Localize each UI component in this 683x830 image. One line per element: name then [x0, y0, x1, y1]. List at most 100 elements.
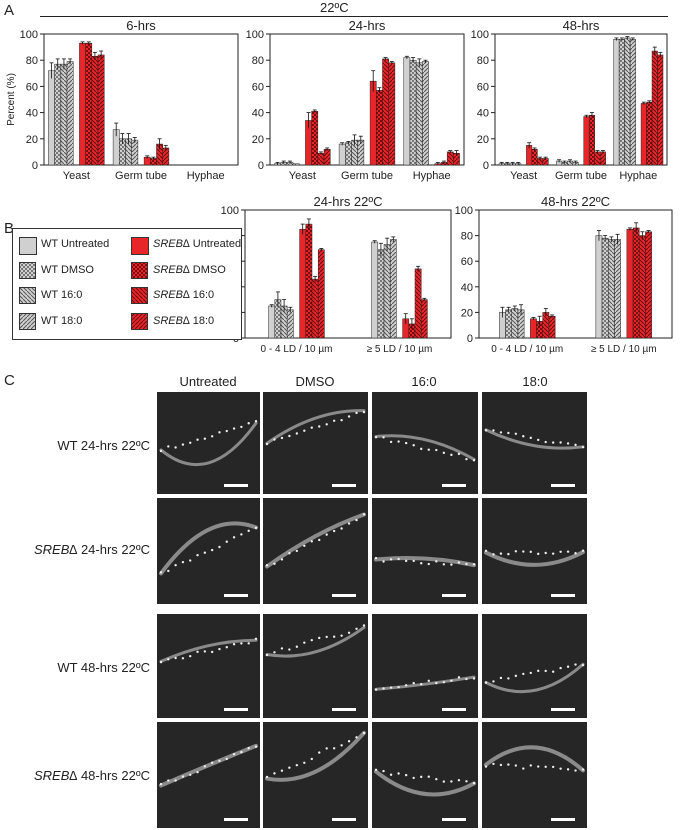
lipid-droplet	[218, 647, 221, 651]
chart-legend: WT Untreated SREB∆ Untreated WT DMSO SRE…	[12, 228, 242, 340]
lipid-droplet	[210, 650, 214, 654]
lipid-droplet	[295, 763, 299, 767]
lipid-droplet	[325, 747, 328, 750]
lipid-droplet	[522, 435, 525, 438]
plot-frame	[269, 33, 465, 166]
lipid-droplet	[347, 522, 351, 525]
bar	[345, 142, 352, 166]
lipid-droplet	[318, 751, 321, 754]
y-tick-label: 40	[26, 108, 38, 120]
lipid-droplet	[492, 762, 495, 766]
lipid-droplet	[318, 538, 321, 542]
lipid-droplet	[522, 672, 525, 676]
hypha-drawing	[159, 743, 258, 788]
lipid-droplet	[240, 425, 243, 429]
lipid-droplet	[218, 431, 221, 434]
x-category-label: ≥ 5 LD / 10 µm	[591, 344, 657, 355]
micrograph-image	[263, 722, 368, 828]
lipid-droplet	[196, 770, 199, 774]
lipid-droplet	[529, 764, 532, 767]
scale-bar	[224, 818, 248, 821]
lipid-droplet	[254, 420, 258, 423]
lipid-droplet	[574, 443, 577, 447]
lipid-droplet	[559, 666, 562, 670]
lipid-droplet	[196, 650, 199, 654]
hypha-filament	[159, 521, 258, 576]
lipid-droplet	[225, 757, 228, 761]
lipid-droplet	[529, 436, 532, 440]
lipid-droplet	[522, 767, 525, 770]
bar	[645, 231, 652, 339]
lipid-droplet	[427, 448, 430, 451]
lipid-droplet	[499, 763, 503, 767]
micrograph-image	[157, 722, 260, 828]
lipid-droplet	[159, 571, 163, 574]
x-category-label: Germ tube	[341, 170, 393, 182]
legend-label-sreb-16: SREB∆ 16:0	[153, 289, 215, 301]
lipid-droplet	[265, 563, 269, 567]
lipid-droplet	[507, 431, 510, 435]
hypha-drawing	[159, 521, 258, 576]
bar	[268, 305, 276, 339]
lipid-droplet	[280, 769, 284, 772]
lipid-droplet	[303, 761, 306, 765]
scale-bar	[332, 708, 356, 711]
lipid-droplet	[310, 638, 313, 642]
lipid-droplet	[265, 442, 269, 446]
lipid-droplet	[332, 529, 336, 533]
lipid-droplet	[280, 436, 284, 440]
bar	[422, 61, 429, 166]
lipid-droplet	[167, 779, 170, 782]
temperature-header: 22ºC	[320, 0, 349, 15]
lipid-droplet	[189, 441, 192, 444]
lipid-droplet	[347, 631, 351, 635]
lipid-droplet	[288, 648, 291, 651]
lipid-droplet	[544, 440, 547, 444]
lipid-droplet	[240, 533, 243, 536]
lipid-droplet	[492, 553, 495, 556]
lipid-droplet	[457, 561, 461, 564]
scale-bar	[442, 818, 466, 821]
x-category-label: Hyphae	[187, 170, 225, 182]
hypha-drawing	[265, 730, 366, 782]
bar	[651, 50, 658, 166]
lipid-droplet	[332, 635, 336, 638]
bar	[403, 57, 411, 166]
lipid-droplet	[484, 681, 488, 684]
bar	[54, 63, 62, 166]
lipid-droplet	[472, 781, 476, 785]
lipid-droplet	[374, 688, 378, 691]
lipid-droplet	[574, 552, 577, 555]
bar	[371, 241, 379, 339]
bar	[588, 114, 595, 166]
lipid-droplet	[196, 553, 199, 557]
lipid-droplet	[318, 636, 321, 640]
hypha-drawing	[159, 637, 258, 664]
lipid-droplet	[174, 779, 177, 782]
lipid-droplet	[397, 557, 400, 561]
lipid-droplet	[303, 429, 306, 432]
bar	[583, 116, 590, 166]
column-label-untreated: Untreated	[179, 374, 237, 389]
hypha-filament	[265, 625, 366, 658]
lipid-droplet	[537, 765, 540, 768]
lipid-droplet	[232, 752, 236, 756]
lipid-droplet	[159, 660, 163, 664]
lipid-droplet	[225, 429, 228, 433]
bar	[614, 239, 621, 339]
lipid-droplet	[492, 680, 495, 683]
lipid-droplet	[499, 552, 503, 555]
y-tick-label: 20	[26, 134, 38, 146]
lipid-droplet	[273, 562, 276, 565]
bar	[618, 38, 625, 166]
hypha-drawing	[265, 409, 366, 446]
lipid-droplet	[167, 569, 170, 573]
legend-swatch-wt-dmso	[19, 262, 36, 279]
lipid-droplet	[465, 457, 468, 461]
lipid-droplet	[232, 536, 236, 539]
lipid-droplet	[340, 744, 343, 747]
micrograph-image	[372, 722, 478, 828]
lipid-droplet	[412, 559, 415, 563]
y-tick-label: 0	[32, 160, 38, 172]
bar	[389, 239, 397, 339]
